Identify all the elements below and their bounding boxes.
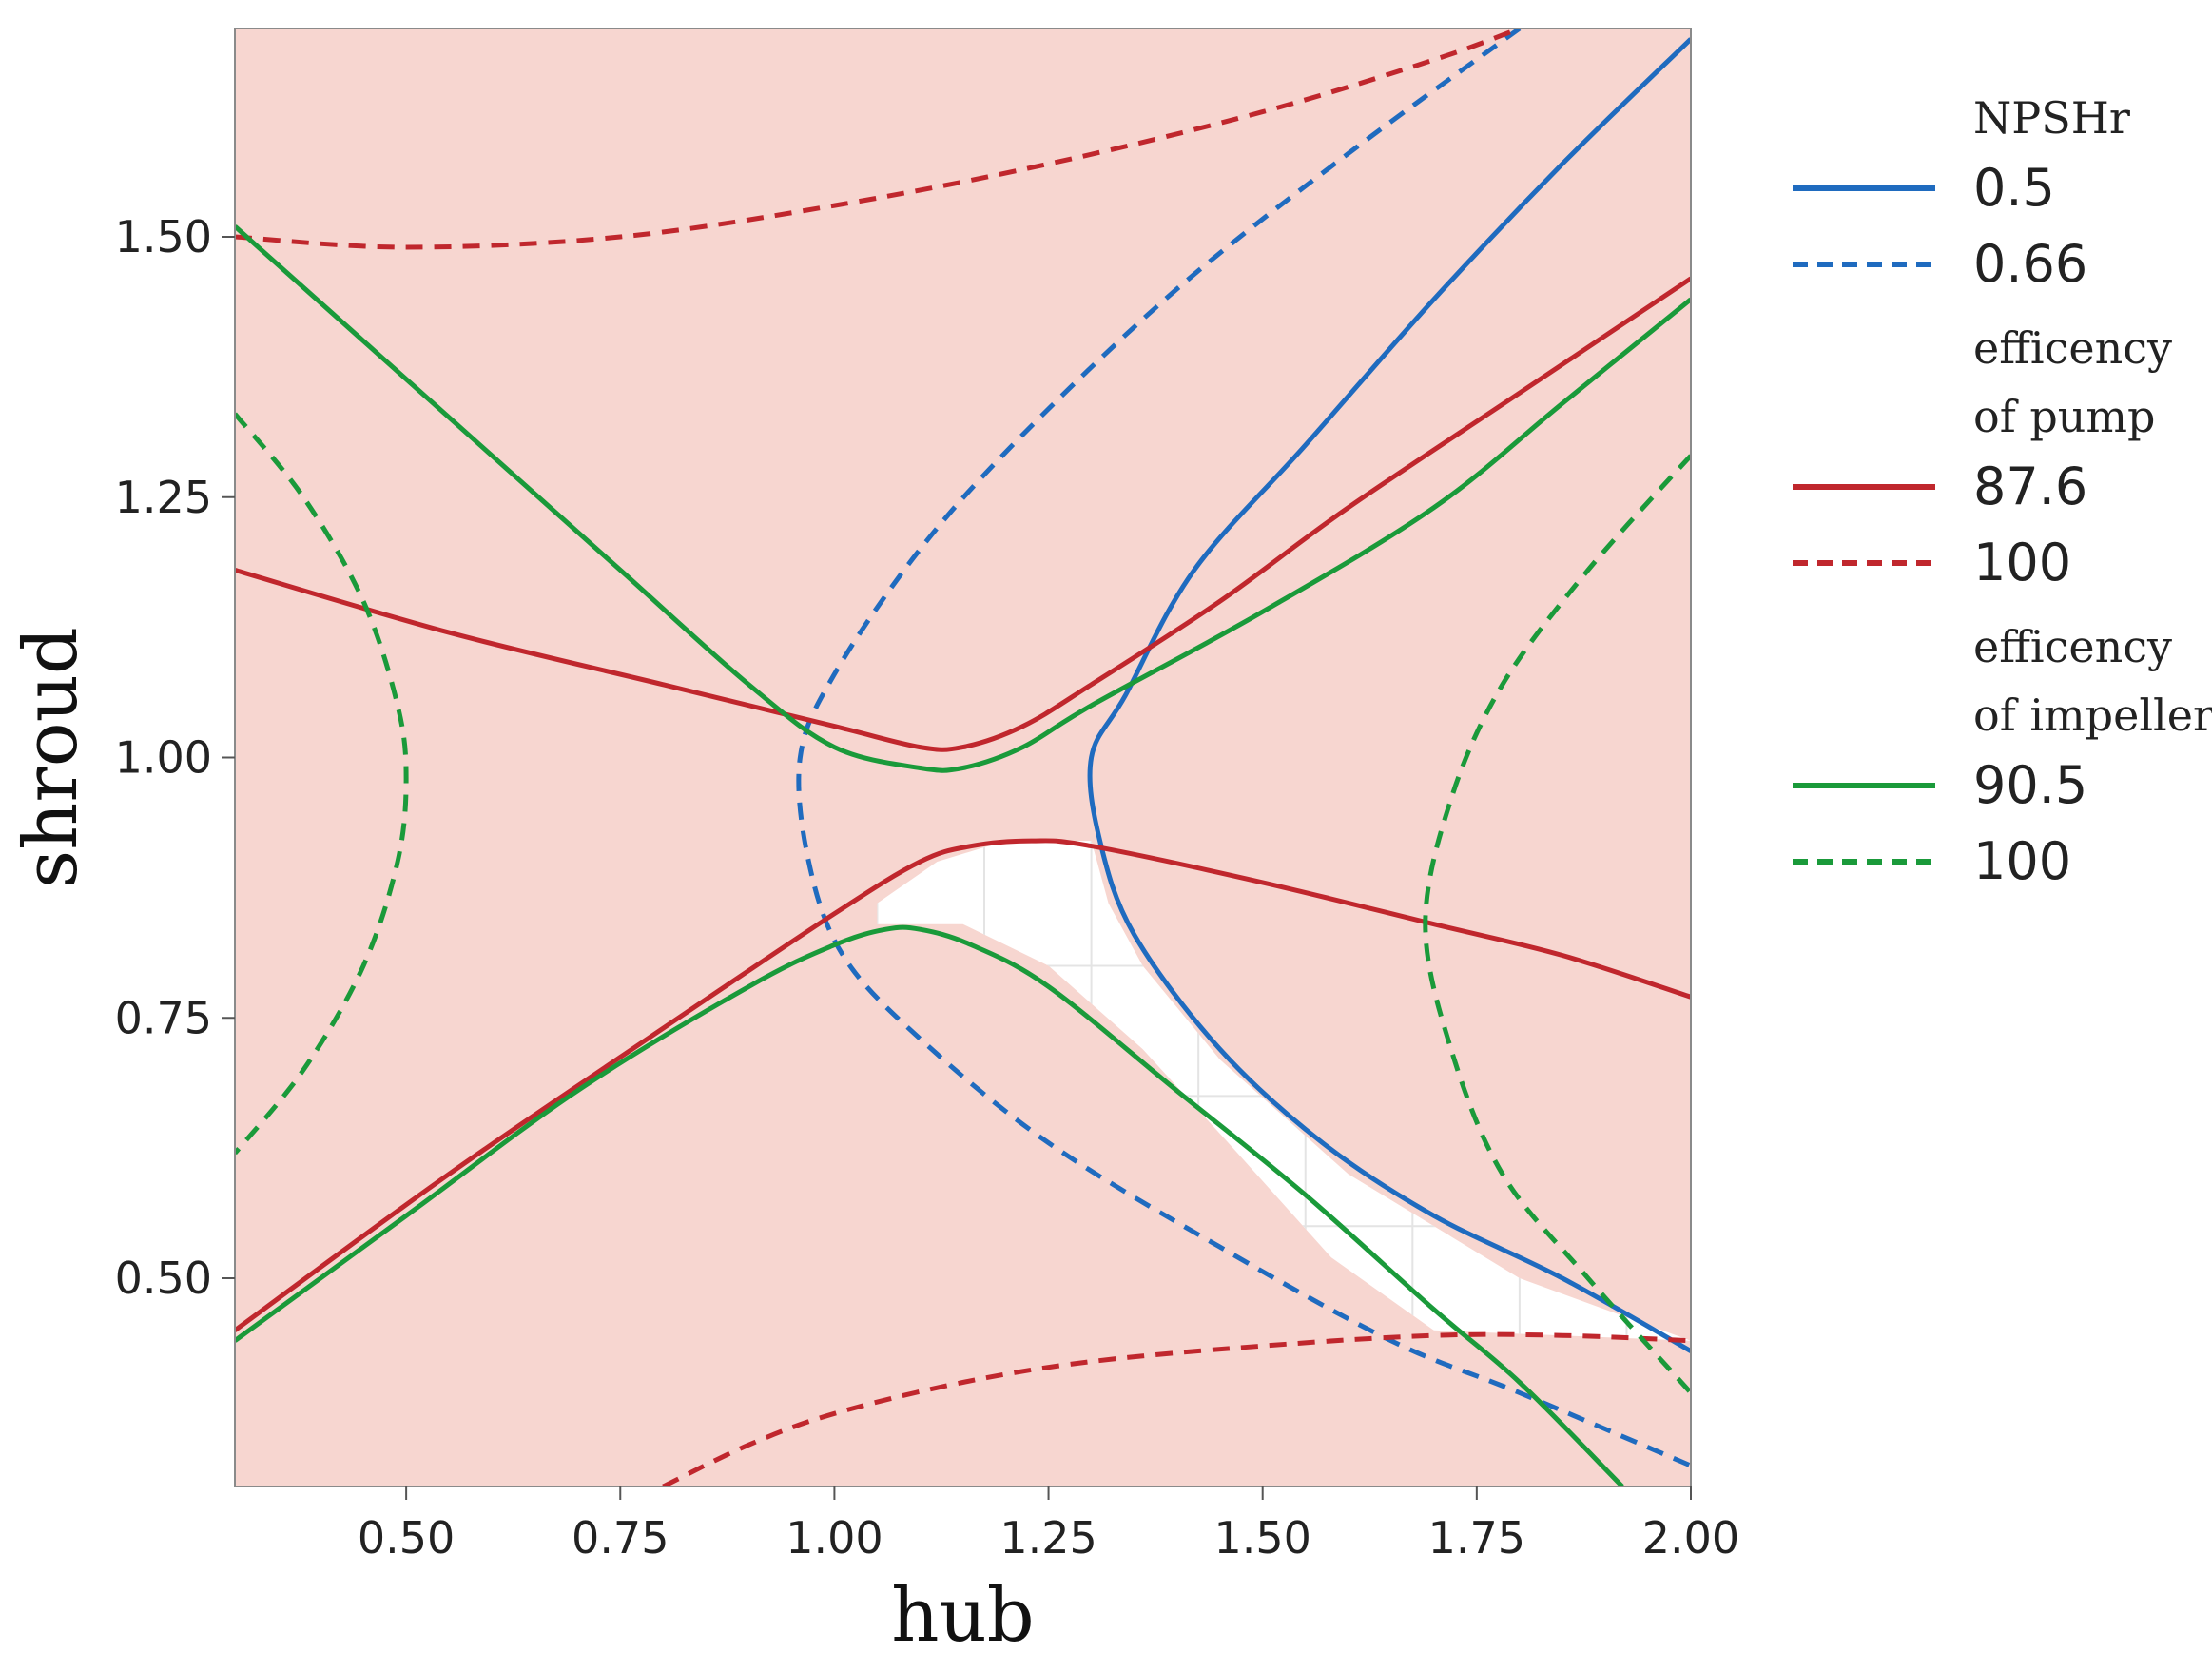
y-tick-label: 0.75 bbox=[115, 992, 212, 1043]
x-tick-label: 1.00 bbox=[786, 1512, 883, 1564]
x-tick-label: 0.75 bbox=[572, 1512, 669, 1564]
series-line-efficency-of-pump-87-6-3 bbox=[235, 838, 1691, 1332]
x-tick-label: 2.00 bbox=[1642, 1512, 1739, 1564]
legend-group-title: NPSHr bbox=[1973, 92, 2130, 144]
x-axis-label: hub bbox=[891, 1573, 1034, 1659]
legend-entry-label: 0.66 bbox=[1973, 234, 2087, 294]
legend-group-title: of impeller bbox=[1973, 690, 2212, 741]
series-line-efficency-of-impeller-90-5-7 bbox=[235, 924, 1624, 1486]
series-line-efficency-of-impeller-90-5-6 bbox=[235, 224, 1691, 773]
series-line-efficency-of-impeller-100-8 bbox=[235, 412, 409, 1156]
y-tick-label: 1.00 bbox=[115, 732, 212, 784]
legend-entry-label: 87.6 bbox=[1973, 457, 2087, 516]
legend-group-title: of pump bbox=[1973, 391, 2155, 442]
series-layer bbox=[235, 29, 1691, 1486]
series-line-efficency-of-pump-87-6-2 bbox=[235, 276, 1691, 752]
x-tick-label: 1.25 bbox=[999, 1512, 1096, 1564]
legend-entry-label: 90.5 bbox=[1973, 755, 2087, 815]
series-line-npshr-0-5-0 bbox=[1087, 37, 1691, 1353]
y-tick-label: 1.25 bbox=[115, 472, 212, 523]
legend-entry-label: 0.5 bbox=[1973, 158, 2055, 218]
y-tick-label: 1.50 bbox=[115, 211, 212, 262]
legend-group-title: efficency bbox=[1973, 621, 2172, 672]
series-line-efficency-of-impeller-100-9 bbox=[1423, 454, 1691, 1395]
x-tick-label: 1.75 bbox=[1428, 1512, 1525, 1564]
series-line-efficency-of-pump-100-4 bbox=[235, 29, 1521, 250]
x-tick-label: 1.50 bbox=[1213, 1512, 1310, 1564]
x-tick-label: 0.50 bbox=[358, 1512, 455, 1564]
y-axis-label: shroud bbox=[9, 627, 94, 888]
legend-group-title: efficency bbox=[1973, 322, 2172, 374]
x-axis-ticks: 0.50 0.75 1.00 1.25 1.50 1.75 2.00 bbox=[358, 1486, 1739, 1564]
legend: NPSHr 0.5 0.66 efficency of pump 87.6 100 effic… bbox=[1793, 92, 2212, 891]
y-axis-ticks: 0.50 0.75 1.00 1.25 1.50 bbox=[115, 211, 235, 1304]
y-tick-label: 0.50 bbox=[115, 1253, 212, 1304]
legend-entry-label: 100 bbox=[1973, 533, 2071, 593]
series-line-npshr-0-66-1 bbox=[796, 29, 1691, 1468]
legend-entry-label: 100 bbox=[1973, 831, 2071, 891]
